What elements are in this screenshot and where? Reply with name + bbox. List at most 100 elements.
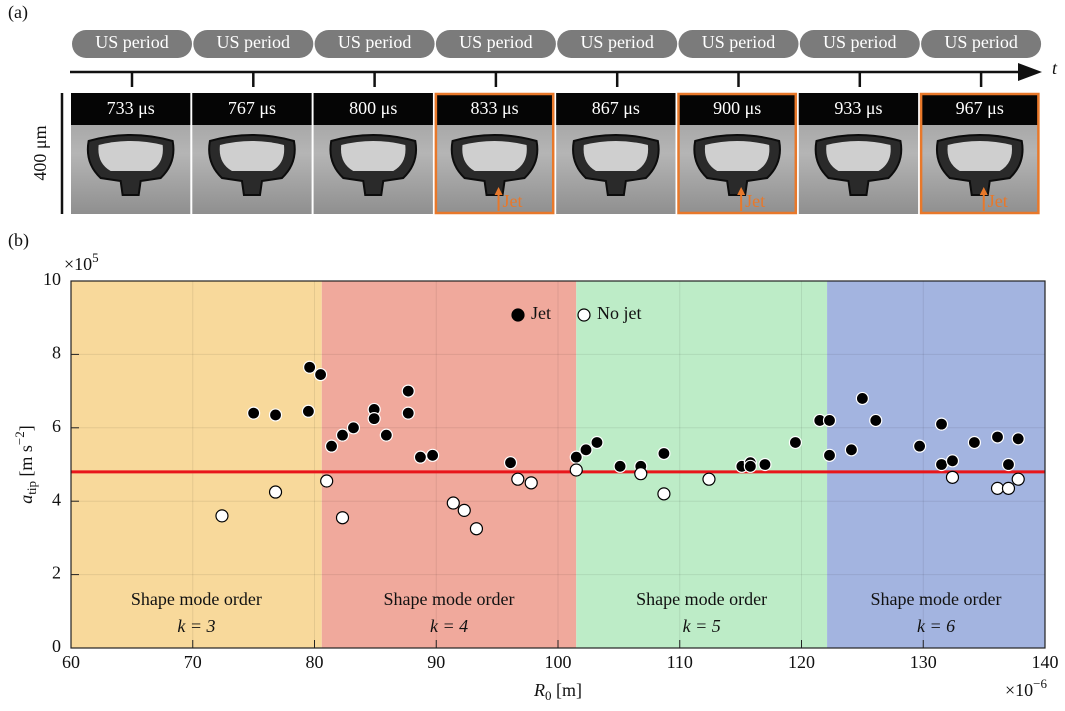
jet-label: Jet bbox=[503, 191, 523, 211]
x-tick-label: 140 bbox=[1032, 652, 1059, 672]
data-point bbox=[658, 447, 670, 459]
data-point bbox=[447, 497, 459, 509]
data-point bbox=[337, 512, 349, 524]
data-point bbox=[914, 440, 926, 452]
data-point bbox=[302, 405, 314, 417]
data-point bbox=[856, 392, 868, 404]
y-axis-label: atip [m s−2] bbox=[12, 425, 39, 504]
data-point bbox=[470, 523, 482, 535]
region-k: k = 4 bbox=[430, 616, 468, 636]
frame-time: 967 μs bbox=[956, 98, 1004, 118]
x-label-symbol: R bbox=[533, 680, 545, 700]
data-point bbox=[414, 451, 426, 463]
y-tick-label: 10 bbox=[43, 269, 61, 289]
bubble-core bbox=[220, 141, 285, 171]
data-point bbox=[380, 429, 392, 441]
bubble-core bbox=[584, 141, 649, 171]
data-point bbox=[824, 449, 836, 461]
figure: (a) t 400 μm (b) US periodUS periodUS pe… bbox=[0, 0, 1065, 711]
data-point bbox=[321, 475, 333, 487]
bubble-core bbox=[948, 141, 1013, 171]
data-point bbox=[870, 414, 882, 426]
data-point bbox=[1002, 459, 1014, 471]
period-label: US period bbox=[459, 32, 533, 52]
x-multiplier: ×10−6 bbox=[1005, 676, 1047, 700]
x-tick-label: 110 bbox=[667, 652, 693, 672]
data-point bbox=[248, 407, 260, 419]
y-tick-label: 4 bbox=[52, 489, 61, 509]
x-tick-label: 80 bbox=[306, 652, 324, 672]
data-point bbox=[992, 431, 1004, 443]
bubble-core bbox=[341, 141, 406, 171]
data-point bbox=[1002, 482, 1014, 494]
time-axis-label: t bbox=[1052, 58, 1058, 78]
bubble-core bbox=[462, 141, 527, 171]
frame-time: 933 μs bbox=[834, 98, 882, 118]
x-axis-label: R0 [m] bbox=[533, 680, 582, 703]
x-mult-base: ×10 bbox=[1005, 680, 1033, 700]
legend-marker bbox=[512, 309, 524, 321]
data-point bbox=[315, 369, 327, 381]
y-tick-label: 2 bbox=[52, 563, 61, 583]
data-point bbox=[270, 409, 282, 421]
region-label: Shape mode order bbox=[871, 589, 1002, 609]
region-k: k = 5 bbox=[683, 616, 721, 636]
data-point bbox=[744, 460, 756, 472]
frame-time: 733 μs bbox=[107, 98, 155, 118]
x-tick-label: 100 bbox=[545, 652, 572, 672]
y-mult-power: 5 bbox=[92, 250, 99, 265]
region-label: Shape mode order bbox=[131, 589, 262, 609]
x-tick-label: 60 bbox=[62, 652, 80, 672]
data-point bbox=[580, 444, 592, 456]
data-point bbox=[304, 361, 316, 373]
data-point bbox=[512, 473, 524, 485]
frame-time: 800 μs bbox=[349, 98, 397, 118]
data-point bbox=[635, 468, 647, 480]
period-label: US period bbox=[217, 32, 291, 52]
y-tick-label: 0 bbox=[52, 636, 61, 656]
frame-time: 833 μs bbox=[470, 98, 518, 118]
period-label: US period bbox=[95, 32, 169, 52]
y-mult-base: ×10 bbox=[64, 254, 92, 274]
y-tick-label: 6 bbox=[52, 416, 61, 436]
jet-label: Jet bbox=[745, 191, 765, 211]
period-label: US period bbox=[580, 32, 654, 52]
data-point bbox=[1012, 473, 1024, 485]
x-tick-label: 70 bbox=[184, 652, 202, 672]
data-point bbox=[337, 429, 349, 441]
data-point bbox=[326, 440, 338, 452]
data-point bbox=[936, 418, 948, 430]
data-point bbox=[759, 459, 771, 471]
y-multiplier: ×105 bbox=[64, 250, 99, 274]
region-label: Shape mode order bbox=[384, 589, 515, 609]
panel-label: (b) bbox=[8, 230, 29, 251]
data-point bbox=[427, 449, 439, 461]
data-point bbox=[789, 436, 801, 448]
y-label-sub: tip bbox=[24, 481, 39, 495]
legend-label: Jet bbox=[531, 303, 551, 323]
data-point bbox=[347, 422, 359, 434]
bubble-core bbox=[826, 141, 891, 171]
data-point bbox=[591, 436, 603, 448]
scale-bar-label: 400 μm bbox=[30, 125, 50, 180]
region-k: k = 3 bbox=[177, 616, 215, 636]
bubble-core bbox=[98, 141, 162, 171]
x-tick-label: 120 bbox=[788, 652, 815, 672]
x-tick-label: 130 bbox=[910, 652, 937, 672]
data-point bbox=[946, 455, 958, 467]
data-point bbox=[992, 482, 1004, 494]
data-point bbox=[368, 413, 380, 425]
data-point bbox=[936, 459, 948, 471]
frame-time: 867 μs bbox=[592, 98, 640, 118]
y-label-symbol: a bbox=[16, 495, 36, 504]
x-tick-label: 90 bbox=[427, 652, 445, 672]
x-label-unit: [m] bbox=[552, 680, 583, 700]
data-point bbox=[614, 460, 626, 472]
frame-time: 767 μs bbox=[228, 98, 276, 118]
timeline-arrow bbox=[1018, 63, 1042, 81]
data-point bbox=[703, 473, 715, 485]
bubble-core bbox=[705, 141, 770, 171]
data-point bbox=[845, 444, 857, 456]
data-point bbox=[458, 504, 470, 516]
data-point bbox=[402, 385, 414, 397]
